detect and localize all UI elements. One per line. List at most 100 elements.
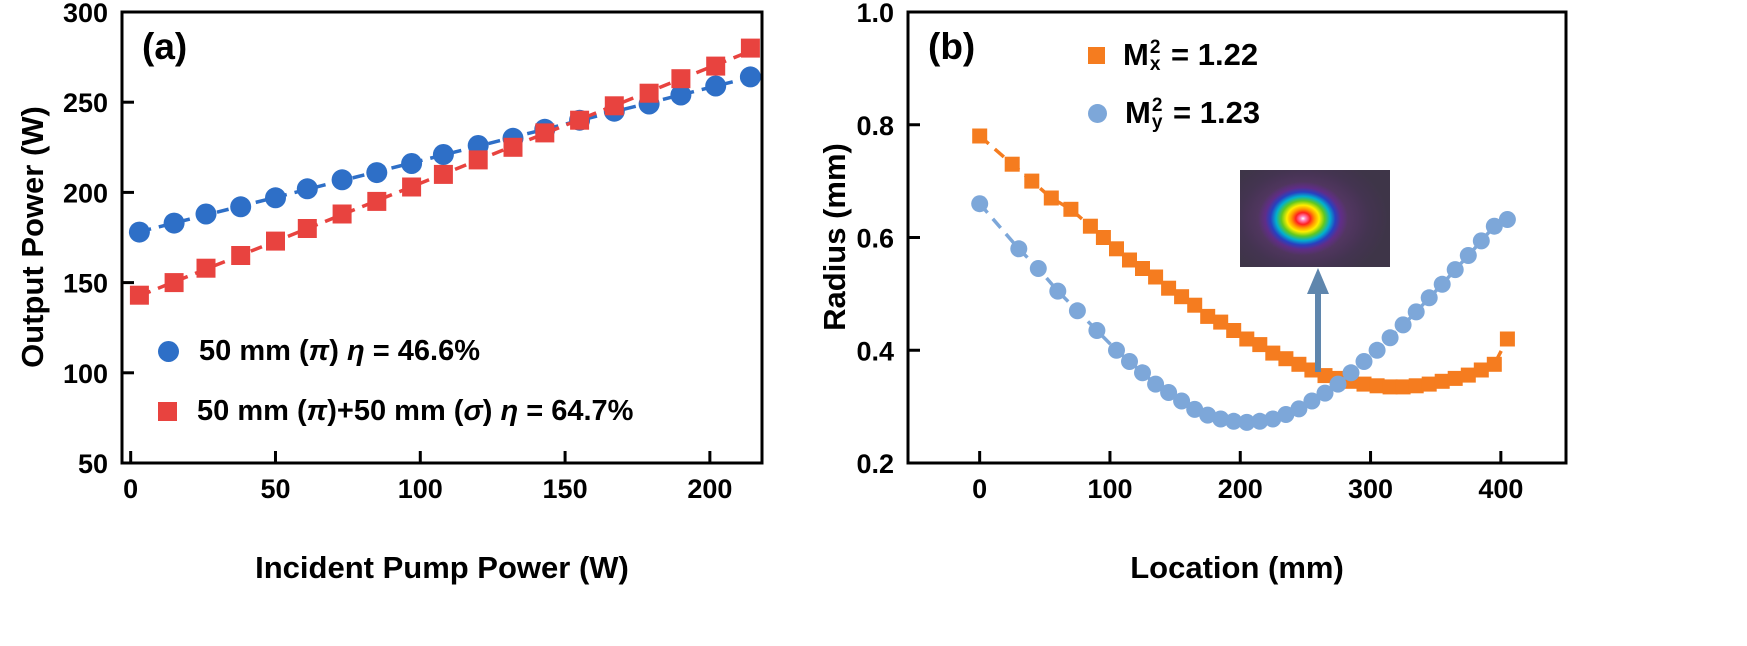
data-point (1225, 412, 1243, 430)
panel-b-y-axis-title: Radius (mm) (817, 143, 852, 331)
legend-item-pi: 50 mm (π) η = 46.6% (158, 328, 633, 374)
data-point (1356, 376, 1372, 392)
data-point (1394, 316, 1412, 334)
data-point (163, 212, 185, 234)
y-tick-label: 0.8 (856, 111, 894, 141)
data-point (1485, 217, 1503, 235)
data-point (1277, 406, 1295, 423)
data-point (1355, 353, 1373, 370)
data-point (503, 137, 523, 157)
data-point (433, 164, 453, 184)
data-series (972, 128, 1515, 395)
data-point (1029, 260, 1047, 277)
panel-a-x-axis-title: Incident Pump Power (W) (255, 550, 629, 585)
y-tick-label: 1.0 (856, 0, 894, 28)
square-marker-icon (158, 401, 177, 421)
data-point (331, 169, 353, 191)
data-point (196, 258, 216, 278)
square-marker-icon (1088, 46, 1105, 64)
panel-a-legend: 50 mm (π) η = 46.6% 50 mm (π)+50 mm (σ) … (158, 328, 633, 448)
data-point (705, 75, 727, 97)
data-point (670, 84, 692, 106)
y-tick-label: 0.6 (856, 224, 894, 254)
y-tick-label: 50 (78, 449, 108, 479)
data-point (1460, 367, 1476, 383)
data-point (1381, 329, 1399, 347)
beam-profile-arrow-icon (1307, 268, 1329, 372)
data-point (1420, 289, 1438, 307)
x-tick-label: 400 (1478, 474, 1523, 504)
y-tick-label: 0.4 (856, 336, 894, 366)
data-point (639, 83, 659, 103)
data-series (129, 38, 760, 305)
data-point (1291, 356, 1307, 372)
data-point (1121, 353, 1138, 370)
data-point (971, 195, 989, 213)
data-point (1264, 410, 1282, 428)
data-point (296, 178, 318, 200)
data-point (402, 177, 422, 197)
data-point (1187, 297, 1203, 313)
x-tick-label: 100 (398, 474, 443, 504)
data-point (1265, 345, 1281, 361)
data-point (1395, 379, 1411, 395)
legend-item-pi-text: 50 mm (π) η = 46.6% (199, 334, 480, 367)
y-tick-label: 100 (63, 359, 108, 389)
data-point (1068, 302, 1086, 320)
legend-item-pi-sigma: 50 mm (π)+50 mm (σ) η = 64.7% (158, 388, 633, 434)
x-tick-label: 150 (543, 474, 588, 504)
legend-item-pi-sigma-text: 50 mm (π)+50 mm (σ) η = 64.7% (197, 394, 634, 427)
data-point (739, 66, 761, 88)
data-point (1433, 275, 1451, 293)
data-point (972, 128, 988, 144)
beam-profile-inset (1240, 170, 1390, 267)
data-point (1134, 364, 1151, 382)
data-point (1174, 289, 1190, 305)
data-point (332, 204, 352, 224)
data-series (971, 195, 1516, 431)
data-point (1421, 376, 1437, 392)
data-point (740, 38, 760, 58)
data-point (1499, 331, 1515, 347)
data-point (1278, 351, 1294, 367)
data-point (1148, 269, 1164, 285)
data-point (1108, 341, 1125, 359)
data-point (1239, 331, 1255, 347)
data-point (1147, 375, 1165, 393)
panel-a-plot: 0 50 100 150 200 50 100 150 200 250 300 (63, 0, 764, 504)
data-point (1459, 247, 1477, 264)
data-point (1342, 364, 1360, 382)
y-tick-label: 0.2 (856, 449, 894, 479)
data-point (1049, 282, 1067, 300)
panel-b-plot: 0 100 200 300 400 0.2 0.4 0.6 0.8 1.0 (856, 0, 1568, 504)
data-point (1303, 392, 1321, 410)
data-point (1252, 337, 1268, 353)
data-point (1238, 413, 1256, 431)
x-tick-label: 300 (1348, 474, 1393, 504)
data-point (265, 187, 286, 209)
data-point (195, 203, 217, 225)
data-point (1473, 362, 1489, 378)
data-point (231, 246, 251, 265)
data-point (297, 219, 317, 238)
data-point (1226, 323, 1242, 338)
y-tick-label: 200 (63, 178, 108, 208)
data-point (468, 150, 488, 170)
data-point (1251, 412, 1269, 430)
data-point (366, 162, 388, 184)
x-tick-label: 100 (1087, 474, 1132, 504)
data-point (1407, 303, 1425, 321)
data-point (1317, 368, 1333, 384)
data-point (1199, 406, 1217, 424)
data-point (1010, 240, 1028, 258)
data-point (570, 110, 590, 130)
panel-a-frame (120, 10, 764, 465)
data-point (1082, 218, 1098, 234)
data-point (1408, 378, 1424, 394)
data-point (671, 69, 691, 89)
